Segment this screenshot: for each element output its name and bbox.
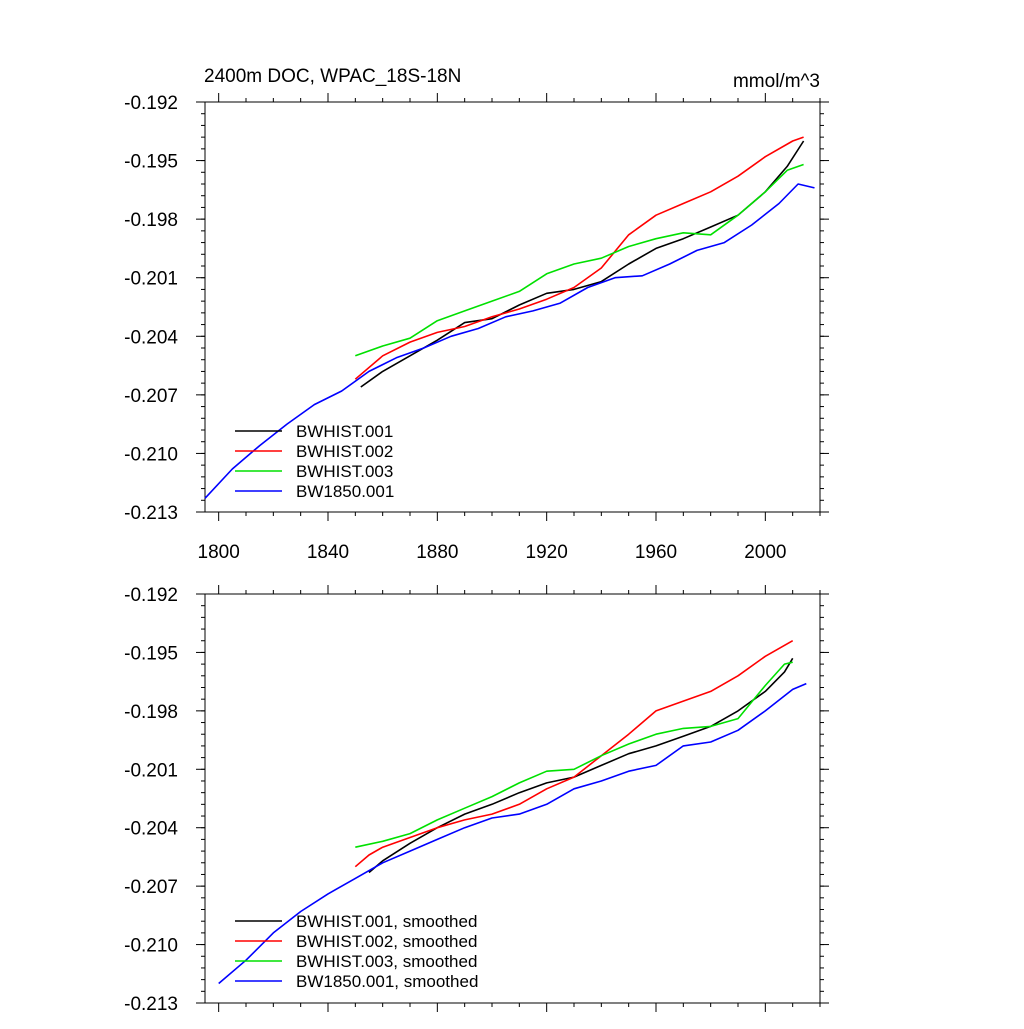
series-line-0 <box>360 140 805 388</box>
y-tick-label: -0.207 <box>124 877 178 898</box>
series-line-3 <box>204 183 815 499</box>
y-tick-label: -0.213 <box>124 994 178 1015</box>
series-line-0 <box>368 657 794 874</box>
y-tick-label: -0.210 <box>124 444 178 465</box>
chart-panel-top: -0.192 -0.195 -0.198 -0.201 -0.204 -0.207 -0.2… <box>124 66 829 563</box>
x-tick-label: 1920 <box>526 542 568 563</box>
legend-label-3: BW1850.001 <box>296 482 394 501</box>
y-tick-label: -0.195 <box>124 152 178 173</box>
x-tick-label: 1800 <box>198 542 240 563</box>
y-tick-label: -0.201 <box>124 760 178 781</box>
legend-label-2: BWHIST.003 <box>296 462 393 481</box>
series-line-2 <box>355 661 793 848</box>
y-tick-label: -0.201 <box>124 269 178 290</box>
x-tick-label: 1840 <box>307 542 349 563</box>
legend-label-2: BWHIST.003, smoothed <box>296 952 477 971</box>
y-tick-label: -0.213 <box>124 503 178 524</box>
chart-panel-bottom: -0.192 -0.195 -0.198 -0.201 -0.204 -0.207 -0.2… <box>124 585 829 1015</box>
x-tick-label: 2000 <box>744 542 786 563</box>
legend-label-0: BWHIST.001 <box>296 422 393 441</box>
legend-label-0: BWHIST.001, smoothed <box>296 912 477 931</box>
y-tick-label: -0.198 <box>124 702 178 723</box>
series-line-1 <box>354 136 804 380</box>
plot-frame <box>204 101 821 513</box>
y-tick-label: -0.204 <box>124 819 178 840</box>
y-tick-label: -0.207 <box>124 386 178 407</box>
series-line-3 <box>218 682 807 985</box>
legend-label-3: BW1850.001, smoothed <box>296 972 478 991</box>
y-tick-label: -0.204 <box>124 327 178 348</box>
y-tick-label: -0.195 <box>124 643 178 664</box>
legend-label-1: BWHIST.002, smoothed <box>296 932 477 951</box>
y-tick-label: -0.192 <box>124 93 178 114</box>
plot-frame <box>204 593 821 1004</box>
series-line-2 <box>355 163 804 357</box>
x-tick-label: 1880 <box>416 542 458 563</box>
chart-title: 2400m DOC, WPAC_18S-18N <box>204 66 461 87</box>
x-tick-label: 1960 <box>635 542 677 563</box>
series-line-1 <box>354 640 794 868</box>
units-label: mmol/m^3 <box>733 71 820 92</box>
legend-label-1: BWHIST.002 <box>296 442 393 461</box>
y-tick-label: -0.192 <box>124 585 178 606</box>
y-tick-label: -0.210 <box>124 936 178 957</box>
y-tick-label: -0.198 <box>124 210 178 231</box>
